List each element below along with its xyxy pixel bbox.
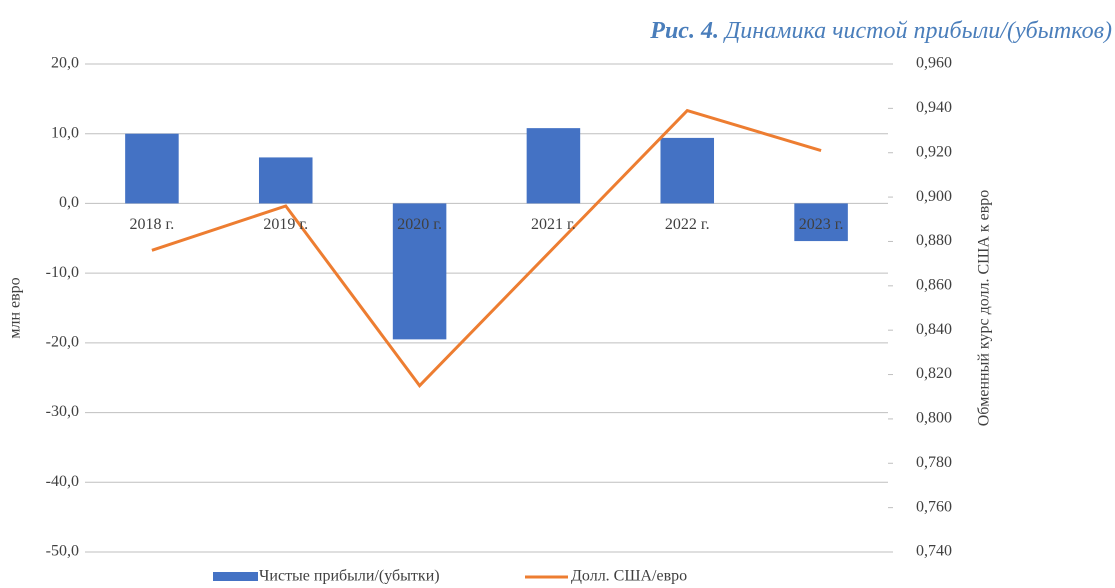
- bar: [125, 133, 179, 204]
- y2-tick-label: 0,800: [916, 410, 952, 427]
- x-tick-label: 2021 г.: [531, 216, 576, 233]
- y-tick-label: -40,0: [46, 473, 79, 490]
- x-tick-label: 2020 г.: [397, 216, 442, 233]
- y-tick-label: 0,0: [59, 194, 79, 211]
- bar: [392, 203, 447, 340]
- y2-tick-label: 0,820: [916, 365, 952, 382]
- y-tick-label: 10,0: [51, 124, 79, 141]
- y2-tick-label: 0,900: [916, 188, 952, 205]
- y-axis-label: млн евро: [7, 277, 24, 338]
- title-text: Динамика чистой прибыли/(убытков): [723, 18, 1112, 44]
- y2-tick-label: 0,840: [916, 321, 952, 338]
- legend-swatch: [213, 572, 258, 581]
- x-tick-label: 2019 г.: [263, 216, 308, 233]
- y-tick-label: -50,0: [46, 543, 79, 560]
- y2-tick-label: 0,880: [916, 232, 952, 249]
- bar: [660, 137, 715, 204]
- y2-tick-label: 0,960: [916, 55, 952, 72]
- y-tick-label: 20,0: [51, 55, 79, 72]
- y-tick-label: -30,0: [46, 403, 79, 420]
- bar: [258, 157, 313, 204]
- y2-axis-label: Обменный курс долл. США к евро: [976, 190, 993, 427]
- x-tick-label: 2022 г.: [665, 216, 710, 233]
- x-tick-label: 2018 г.: [130, 216, 175, 233]
- y-tick-label: -20,0: [46, 334, 79, 351]
- y2-tick-label: 0,860: [916, 276, 952, 293]
- x-tick-label: 2023 г.: [799, 216, 844, 233]
- line: [151, 108, 822, 388]
- bar: [526, 128, 581, 204]
- chart-title: Рис. 4. Динамика чистой прибыли/(убытков): [649, 18, 1112, 44]
- bar: [794, 203, 848, 242]
- figure-label: Рис. 4.: [649, 18, 719, 44]
- y-tick-label: -10,0: [46, 264, 79, 281]
- y2-tick-label: 0,760: [916, 498, 952, 515]
- y2-tick-label: 0,740: [916, 543, 952, 560]
- y2-tick-label: 0,940: [916, 99, 952, 116]
- y2-tick-label: 0,780: [916, 454, 952, 471]
- legend-label: Долл. США/евро: [571, 568, 687, 585]
- legend-label: Чистые прибыли/(убытки): [259, 568, 440, 585]
- y2-tick-label: 0,920: [916, 143, 952, 160]
